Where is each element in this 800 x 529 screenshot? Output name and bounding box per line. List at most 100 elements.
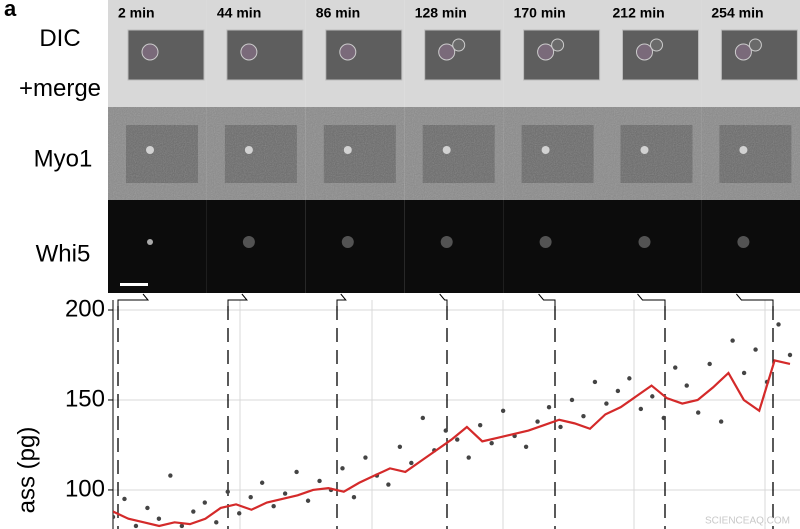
data-point <box>569 397 575 403</box>
bud <box>551 38 565 52</box>
cell <box>240 43 258 61</box>
whi5-spot <box>341 236 354 248</box>
data-point <box>673 365 678 370</box>
data-point <box>179 523 185 529</box>
data-point <box>741 370 747 376</box>
myo1-spot <box>640 146 649 154</box>
myo1-spot <box>244 146 253 154</box>
bud <box>452 38 466 52</box>
whi5-spot <box>539 236 552 248</box>
data-point <box>604 401 609 406</box>
whi5-tile <box>305 200 405 293</box>
whi5-tile <box>206 200 306 293</box>
time-label: 170 min <box>514 5 566 21</box>
myo1-noise <box>701 107 800 200</box>
whi5-spot <box>638 236 651 248</box>
dic-field <box>622 29 699 81</box>
panel-connector <box>439 293 448 306</box>
trend-line <box>113 359 791 528</box>
data-point <box>386 482 391 487</box>
data-point <box>397 444 403 449</box>
panel-connector <box>117 293 150 306</box>
data-point <box>409 460 414 466</box>
data-point <box>282 491 288 496</box>
data-point <box>145 505 150 511</box>
time-label: 2 min <box>118 5 155 21</box>
row-label: DIC +merge <box>19 25 101 102</box>
data-point <box>718 419 724 424</box>
data-point <box>650 394 655 399</box>
cell <box>339 43 357 61</box>
data-point <box>122 496 127 502</box>
whi5-tile <box>503 200 603 293</box>
time-label: 44 min <box>217 5 261 21</box>
panel-connector <box>637 293 666 306</box>
data-point <box>363 455 368 460</box>
data-point <box>340 466 345 471</box>
dic-field <box>720 29 798 81</box>
panel-connector <box>227 293 248 306</box>
data-point <box>776 322 781 327</box>
time-label: 254 min <box>711 5 763 21</box>
data-point <box>168 473 173 478</box>
y-tick-label: 200 <box>65 295 105 322</box>
whi5-tile <box>602 200 702 293</box>
data-point <box>707 361 712 367</box>
whi5-spot <box>242 236 255 248</box>
myo1-noise <box>503 107 603 200</box>
series-group <box>113 322 793 529</box>
data-point <box>225 489 230 494</box>
data-point <box>787 352 793 358</box>
y-axis-label: ass (pg) <box>13 427 40 514</box>
data-point <box>523 444 529 449</box>
data-point <box>730 338 735 343</box>
myo1-noise <box>108 107 207 200</box>
data-point <box>592 379 598 385</box>
myo1-spot <box>343 146 352 154</box>
data-point <box>294 469 299 475</box>
data-point <box>317 478 322 484</box>
data-point <box>156 516 162 521</box>
data-point <box>248 494 253 500</box>
whi5-spot <box>147 239 153 245</box>
dic-field <box>226 29 304 81</box>
data-point <box>489 440 494 446</box>
dic-field <box>127 29 205 81</box>
myo1-spot <box>739 146 748 154</box>
data-point <box>214 520 219 525</box>
whi5-spot <box>737 236 750 248</box>
panel-connector <box>336 293 347 306</box>
cell <box>141 43 159 61</box>
panel-connector <box>736 293 774 306</box>
dic-field <box>325 29 403 81</box>
cell <box>537 43 555 61</box>
bud <box>650 38 663 52</box>
plot-area <box>113 300 800 529</box>
image-panels: 2 min 44 min 86 min 128 min 170 min 212 min 25… <box>19 0 800 293</box>
time-label: 212 min <box>613 5 665 21</box>
data-point <box>191 509 196 514</box>
y-tick-label: 150 <box>65 385 105 412</box>
cell <box>438 43 456 61</box>
data-point <box>753 347 758 352</box>
myo1-spot <box>442 146 451 154</box>
data-point <box>351 494 357 500</box>
data-point <box>466 455 471 460</box>
data-point <box>546 404 552 410</box>
panel-connector <box>538 293 556 306</box>
whi5-tile <box>108 200 207 293</box>
bud <box>748 38 762 52</box>
row-label: Whi5 <box>36 240 91 267</box>
data-point <box>696 410 701 415</box>
data-point <box>420 415 426 421</box>
myo1-noise <box>206 107 306 200</box>
whi5-tile <box>404 200 504 293</box>
data-point <box>627 376 632 381</box>
plot: 100 150 200 <box>65 293 800 529</box>
data-point <box>443 428 448 433</box>
watermark: SCIENCEAQ.COM <box>705 516 790 527</box>
data-point <box>113 514 116 520</box>
panel-label: a <box>4 0 17 21</box>
data-point <box>202 500 207 505</box>
